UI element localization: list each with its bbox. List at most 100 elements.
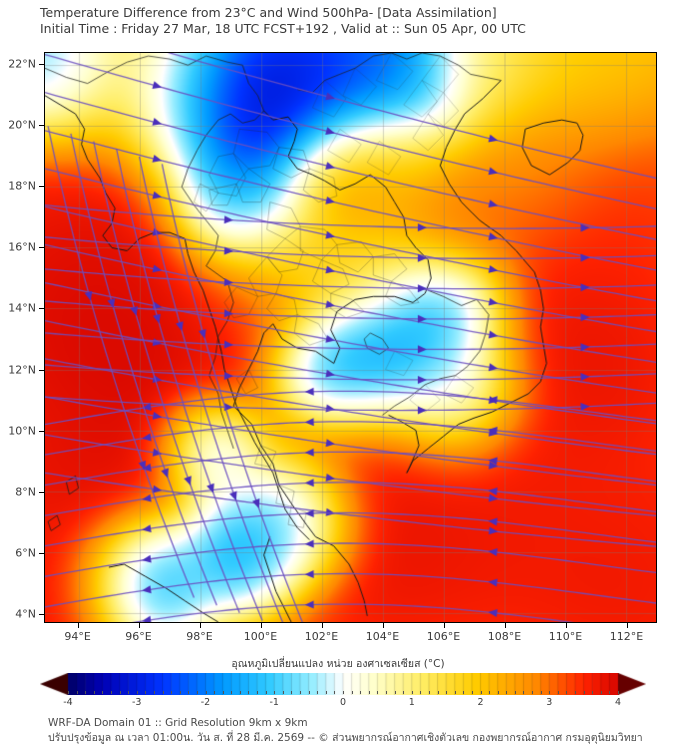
- colorbar-minor-tick: [248, 691, 250, 694]
- colorbar-minor-tick: [274, 691, 276, 694]
- colorbar-minor-tick: [179, 691, 181, 694]
- colorbar-minor-tick: [592, 691, 594, 694]
- y-axis-tick-mark: [39, 186, 44, 188]
- colorbar-minor-tick: [300, 691, 302, 694]
- colorbar-minor-tick: [214, 691, 216, 694]
- colorbar-minor-tick: [497, 691, 499, 694]
- colorbar-tick-label: 1: [408, 697, 415, 708]
- colorbar-minor-tick: [600, 691, 602, 694]
- colorbar-minor-tick: [575, 691, 577, 694]
- x-axis-tick-mark: [77, 623, 79, 628]
- chart-title-block: Temperature Difference from 23°C and Win…: [40, 5, 650, 37]
- colorbar-minor-tick: [222, 691, 224, 694]
- colorbar-minor-tick: [145, 691, 147, 694]
- y-axis-tick-mark: [39, 613, 44, 615]
- colorbar-minor-tick: [205, 691, 207, 694]
- x-axis-tick-mark: [260, 623, 262, 628]
- colorbar: -4 -3 -2 -1 0 1 2 3 4: [40, 673, 646, 708]
- colorbar-minor-tick: [171, 691, 173, 694]
- colorbar-minor-tick: [480, 691, 482, 694]
- colorbar-minor-tick: [463, 691, 465, 694]
- x-axis-tick-label: 102°E: [304, 630, 339, 643]
- x-axis-tick-label: 106°E: [426, 630, 461, 643]
- colorbar-minor-tick: [119, 691, 121, 694]
- x-axis-tick-mark: [565, 623, 567, 628]
- y-axis-tick-label: 18°N: [8, 179, 36, 193]
- y-axis-tick-mark: [39, 308, 44, 310]
- colorbar-minor-tick: [136, 691, 138, 694]
- x-axis-tick-label: 100°E: [243, 630, 278, 643]
- x-axis-tick-label: 104°E: [365, 630, 400, 643]
- colorbar-minor-tick: [514, 691, 516, 694]
- colorbar-minor-tick: [394, 691, 396, 694]
- y-axis-tick-label: 22°N: [8, 57, 36, 71]
- footer-line-domain: WRF-DA Domain 01 :: Grid Resolution 9km …: [48, 717, 308, 729]
- colorbar-minor-tick: [420, 691, 422, 694]
- colorbar-minor-tick: [566, 691, 568, 694]
- x-axis-tick-label: 112°E: [609, 630, 644, 643]
- y-axis-tick-mark: [39, 247, 44, 249]
- y-axis-tick-label: 20°N: [8, 118, 36, 132]
- map-and-wind-overlay-canvas: [45, 53, 656, 622]
- colorbar-minor-tick: [325, 691, 327, 694]
- y-axis-tick-mark: [39, 491, 44, 493]
- y-axis-tick-label: 16°N: [8, 240, 36, 254]
- x-axis-tick-label: 96°E: [125, 630, 152, 643]
- footer-line-credits: ปรับปรุงข้อมูล ณ เวลา 01:00น. วัน ส. ที่…: [48, 732, 643, 744]
- colorbar-tick-label: 4: [614, 697, 622, 708]
- colorbar-minor-tick: [557, 691, 559, 694]
- x-axis-tick-mark: [199, 623, 201, 628]
- colorbar-minor-tick: [239, 691, 241, 694]
- colorbar-title: อุณหภูมิเปลี่ยนแปลง หน่วย องศาเซลเซียส (…: [231, 658, 445, 670]
- colorbar-minor-tick: [93, 691, 95, 694]
- colorbar-minor-tick: [343, 691, 344, 694]
- chart-title-line-2: Initial Time : Friday 27 Mar, 18 UTC FCS…: [40, 21, 526, 36]
- y-axis-tick-mark: [39, 64, 44, 66]
- colorbar-minor-tick: [265, 691, 267, 694]
- colorbar-minor-tick: [446, 691, 448, 694]
- colorbar-minor-tick: [471, 691, 473, 694]
- colorbar-minor-tick: [231, 691, 233, 694]
- colorbar-minor-tick: [403, 691, 405, 694]
- colorbar-minor-tick: [128, 691, 130, 694]
- x-axis-tick-label: 94°E: [64, 630, 91, 643]
- x-axis-tick-label: 110°E: [548, 630, 583, 643]
- colorbar-minor-tick: [282, 691, 284, 694]
- x-axis-tick-label: 108°E: [487, 630, 522, 643]
- colorbar-minor-tick: [549, 691, 551, 694]
- x-axis-tick-mark: [443, 623, 445, 628]
- y-axis-tick-label: 14°N: [8, 301, 36, 315]
- colorbar-minor-tick: [523, 691, 525, 694]
- colorbar-minor-tick: [618, 691, 619, 694]
- colorbar-minor-tick: [532, 691, 534, 694]
- y-axis-tick-label: 10°N: [8, 424, 36, 438]
- colorbar-tick-label: 2: [477, 697, 484, 708]
- colorbar-minor-tick: [102, 691, 104, 694]
- footer-block: WRF-DA Domain 01 :: Grid Resolution 9km …: [48, 716, 668, 746]
- y-axis-tick-mark: [39, 430, 44, 432]
- y-axis-tick-label: 4°N: [15, 607, 36, 621]
- y-axis-tick-mark: [39, 369, 44, 371]
- colorbar-tick-label: -2: [200, 697, 211, 708]
- colorbar-minor-tick: [257, 691, 259, 694]
- colorbar-minor-tick: [162, 691, 164, 694]
- y-axis-tick-label: 12°N: [8, 363, 36, 377]
- y-axis-tick-label: 8°N: [15, 485, 36, 499]
- colorbar-block: อุณหภูมิเปลี่ยนแปลง หน่วย องศาเซลเซียส (…: [0, 655, 676, 715]
- x-axis-tick-mark: [382, 623, 384, 628]
- y-axis-tick-mark: [39, 125, 44, 127]
- colorbar-tick-label: 3: [546, 697, 553, 708]
- colorbar-minor-tick: [153, 691, 155, 694]
- colorbar-minor-tick: [428, 691, 430, 694]
- x-axis-tick-mark: [504, 623, 506, 628]
- colorbar-minor-tick: [196, 691, 198, 694]
- colorbar-minor-tick: [68, 691, 69, 694]
- x-axis-tick-label: 98°E: [186, 630, 213, 643]
- colorbar-minor-tick: [609, 691, 611, 694]
- chart-title-line-1: Temperature Difference from 23°C and Win…: [40, 5, 497, 20]
- y-axis-tick-mark: [39, 552, 44, 554]
- colorbar-minor-tick: [454, 691, 456, 694]
- map-plot-area: [44, 52, 657, 623]
- colorbar-tick-label: -3: [132, 697, 142, 708]
- colorbar-minor-tick: [437, 691, 439, 694]
